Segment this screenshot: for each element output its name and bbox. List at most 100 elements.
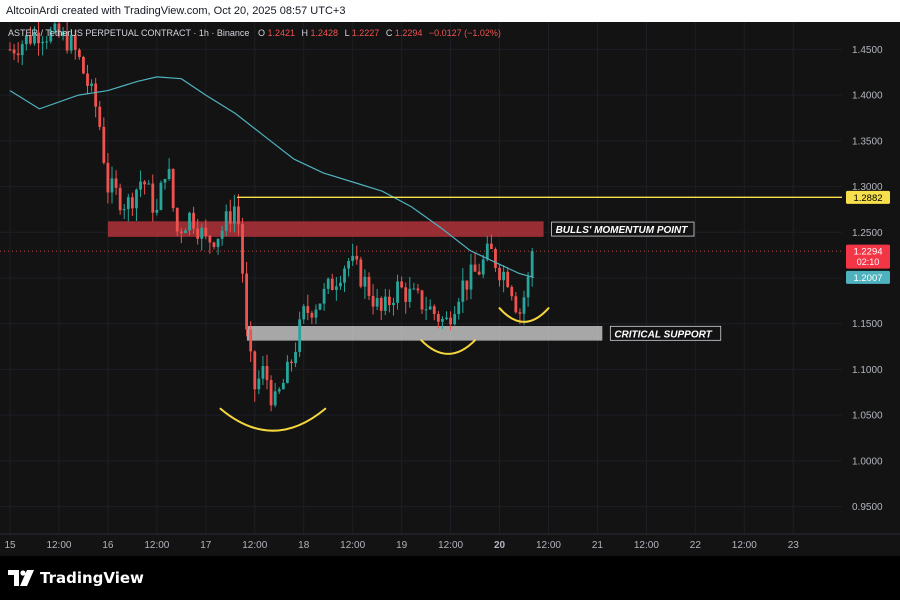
candle-down[interactable]	[175, 208, 179, 232]
candle-up[interactable]	[526, 276, 530, 298]
candle-down[interactable]	[82, 56, 85, 74]
candle-up[interactable]	[302, 306, 306, 320]
candle-down[interactable]	[241, 224, 244, 274]
candle-down[interactable]	[73, 35, 77, 50]
candle-down[interactable]	[65, 31, 69, 51]
candle-down[interactable]	[436, 314, 440, 322]
candle-down[interactable]	[86, 73, 89, 86]
candle-up[interactable]	[469, 264, 473, 290]
candle-down[interactable]	[449, 317, 452, 325]
candle-down[interactable]	[16, 53, 20, 56]
candle-up[interactable]	[445, 317, 448, 319]
candle-up[interactable]	[318, 303, 322, 310]
candle-down[interactable]	[518, 312, 522, 314]
candle-down[interactable]	[367, 276, 371, 296]
candle-down[interactable]	[143, 181, 147, 185]
candle-up[interactable]	[167, 168, 171, 179]
candle-up[interactable]	[392, 302, 395, 306]
candle-up[interactable]	[383, 296, 387, 311]
candle-down[interactable]	[465, 280, 469, 290]
candle-up[interactable]	[261, 366, 265, 379]
candle-up[interactable]	[375, 297, 379, 307]
candle-down[interactable]	[114, 178, 118, 188]
candle-down[interactable]	[420, 290, 424, 310]
price-chart[interactable]: BULLS' MOMENTUM POINT CRITICAL SUPPORT 0.…	[0, 17, 900, 556]
candle-up[interactable]	[453, 314, 457, 325]
candle-up[interactable]	[294, 351, 297, 364]
candle-up[interactable]	[457, 301, 461, 315]
candle-down[interactable]	[416, 288, 420, 291]
tradingview-logo[interactable]: TradingView	[8, 566, 144, 590]
candle-up[interactable]	[322, 288, 326, 304]
candle-down[interactable]	[359, 259, 363, 287]
candle-down[interactable]	[355, 255, 359, 260]
candle-down[interactable]	[400, 281, 404, 288]
candle-down[interactable]	[192, 212, 195, 229]
candle-up[interactable]	[277, 389, 281, 392]
candle-down[interactable]	[265, 366, 269, 381]
candle-down[interactable]	[494, 248, 497, 268]
candle-down[interactable]	[371, 295, 375, 307]
candle-down[interactable]	[98, 106, 102, 127]
candle-up[interactable]	[155, 209, 159, 213]
candle-up[interactable]	[326, 278, 330, 289]
candle-up[interactable]	[461, 280, 465, 302]
candle-down[interactable]	[290, 361, 293, 364]
candle-up[interactable]	[53, 23, 57, 31]
candle-up[interactable]	[122, 209, 126, 211]
candle-down[interactable]	[245, 273, 249, 330]
candle-up[interactable]	[232, 206, 236, 224]
candle-down[interactable]	[102, 126, 106, 163]
candle-up[interactable]	[334, 286, 338, 290]
candle-down[interactable]	[330, 278, 334, 290]
candle-down[interactable]	[489, 243, 493, 249]
candle-up[interactable]	[69, 35, 73, 51]
candles[interactable]	[8, 17, 534, 412]
candle-up[interactable]	[135, 189, 138, 209]
candle-up[interactable]	[298, 319, 302, 352]
candle-down[interactable]	[12, 49, 16, 54]
candle-up[interactable]	[41, 41, 45, 44]
candle-down[interactable]	[106, 162, 110, 193]
candle-up[interactable]	[408, 288, 412, 302]
candle-down[interactable]	[118, 187, 122, 211]
candle-up[interactable]	[33, 32, 36, 44]
candle-up[interactable]	[126, 197, 130, 210]
price-scale[interactable]: 0.95001.00001.05001.10001.15001.20001.25…	[852, 45, 883, 513]
candle-down[interactable]	[432, 306, 436, 315]
candle-down[interactable]	[37, 32, 40, 44]
candle-up[interactable]	[339, 282, 342, 287]
candle-up[interactable]	[257, 378, 261, 390]
candle-up[interactable]	[485, 243, 489, 260]
candle-down[interactable]	[498, 267, 501, 281]
candle-up[interactable]	[441, 318, 444, 322]
candle-up[interactable]	[286, 361, 289, 383]
candle-down[interactable]	[477, 271, 481, 275]
candle-up[interactable]	[351, 255, 355, 261]
candle-up[interactable]	[110, 178, 114, 193]
candle-up[interactable]	[188, 212, 191, 231]
candle-down[interactable]	[151, 183, 155, 213]
candle-down[interactable]	[249, 329, 253, 352]
candle-down[interactable]	[196, 228, 200, 239]
candle-down[interactable]	[404, 287, 408, 302]
candle-up[interactable]	[502, 271, 506, 281]
candle-down[interactable]	[514, 296, 518, 313]
candle-up[interactable]	[159, 182, 163, 210]
candle-down[interactable]	[57, 23, 61, 37]
time-scale[interactable]: 15 12:00 16 12:00 17 12:00 18 12:00 19 12:00 20 12:…	[4, 540, 799, 551]
candle-up[interactable]	[24, 35, 28, 45]
candle-down[interactable]	[179, 231, 183, 234]
candle-down[interactable]	[130, 197, 134, 209]
candle-up[interactable]	[216, 238, 220, 248]
candle-up[interactable]	[347, 260, 350, 269]
candle-up[interactable]	[49, 30, 53, 42]
candle-up[interactable]	[147, 183, 151, 185]
candle-up[interactable]	[163, 178, 167, 183]
candle-up[interactable]	[481, 259, 485, 275]
candle-up[interactable]	[184, 230, 187, 234]
candle-down[interactable]	[212, 242, 216, 248]
candle-up[interactable]	[61, 31, 65, 37]
candle-up[interactable]	[45, 41, 49, 43]
candle-down[interactable]	[306, 306, 310, 313]
